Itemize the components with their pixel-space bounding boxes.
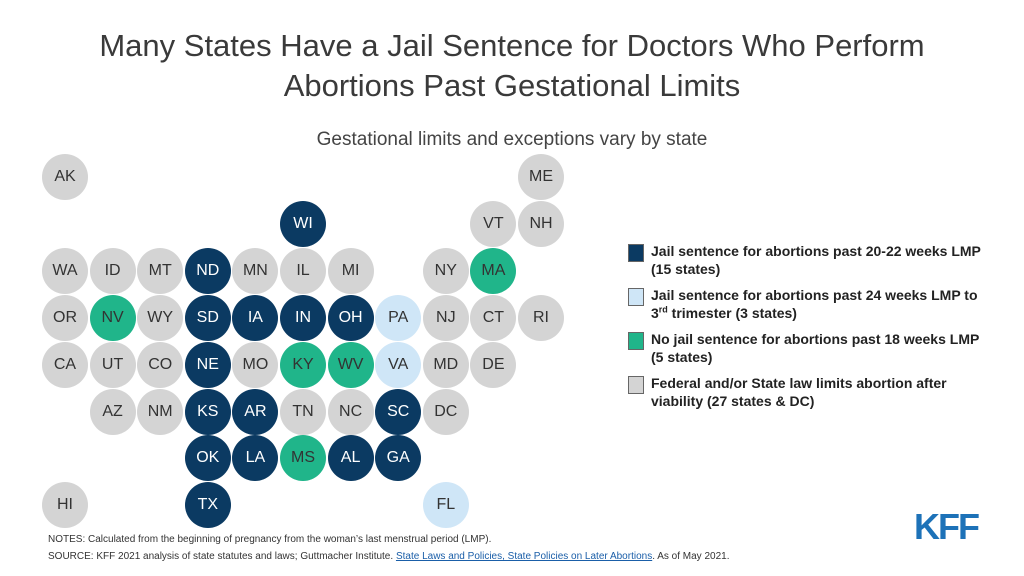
state-tn: TN <box>280 388 326 435</box>
state-ut: UT <box>89 341 136 388</box>
state-ga: GA <box>375 435 422 482</box>
state-id: ID <box>89 247 136 294</box>
legend-label-viability: Federal and/or State law limits abortion… <box>651 375 947 409</box>
state-ne: NE <box>184 341 231 388</box>
legend-item-no-jail-18: No jail sentence for abortions past 18 w… <box>628 330 988 366</box>
state-sd: SD <box>184 294 231 341</box>
state-ks: KS <box>184 388 231 435</box>
state-dc: DC <box>422 388 469 435</box>
source-suffix: . As of May 2021. <box>652 551 730 562</box>
legend-swatch-viability <box>628 376 644 394</box>
state-pa: PA <box>375 294 422 341</box>
state-nj: NJ <box>422 294 469 341</box>
state-vt: VT <box>470 200 517 247</box>
state-la: LA <box>232 435 279 482</box>
legend-label-jail-20-22: Jail sentence for abortions past 20-22 w… <box>651 243 981 277</box>
state-md: MD <box>422 341 469 388</box>
state-fl: FL <box>422 482 469 529</box>
source-line: SOURCE: KFF 2021 analysis of state statu… <box>48 548 878 565</box>
legend: Jail sentence for abortions past 20-22 w… <box>628 242 988 418</box>
legend-swatch-jail-20-22 <box>628 244 644 262</box>
state-nm: NM <box>137 388 184 435</box>
state-in: IN <box>280 294 326 341</box>
state-ny: NY <box>422 247 469 294</box>
title-line-1: Many States Have a Jail Sentence for Doc… <box>99 28 925 63</box>
state-tile-map: AK ME WI VT NH WA ID MT ND MN IL MI NY MA OR NV WY SD IA IN… <box>42 154 564 529</box>
state-va: VA <box>375 341 422 388</box>
state-ca: CA <box>42 341 88 388</box>
state-al: AL <box>327 435 374 482</box>
state-mt: MT <box>137 247 184 294</box>
state-ms: MS <box>280 435 326 482</box>
state-nc: NC <box>327 388 374 435</box>
source-prefix: SOURCE: KFF 2021 analysis of state statu… <box>48 551 396 562</box>
state-wi: WI <box>280 200 326 247</box>
kff-logo: KFF <box>914 506 980 547</box>
legend-swatch-jail-24 <box>628 288 644 306</box>
legend-label-jail-24: Jail sentence for abortions past 24 week… <box>651 287 978 321</box>
state-nv: NV <box>89 294 136 341</box>
legend-item-viability: Federal and/or State law limits abortion… <box>628 374 988 410</box>
state-sc: SC <box>375 388 422 435</box>
legend-swatch-no-jail-18 <box>628 332 644 350</box>
state-ct: CT <box>470 294 517 341</box>
chart-title: Many States Have a Jail Sentence for Doc… <box>0 26 1024 106</box>
state-wy: WY <box>137 294 184 341</box>
chart-subtitle: Gestational limits and exceptions vary b… <box>316 129 708 150</box>
legend-item-jail-20-22: Jail sentence for abortions past 20-22 w… <box>628 242 988 278</box>
state-wa: WA <box>42 247 88 294</box>
legend-label-no-jail-18: No jail sentence for abortions past 18 w… <box>651 331 980 365</box>
state-mo: MO <box>232 341 279 388</box>
state-tx: TX <box>184 482 231 529</box>
state-hi: HI <box>42 482 88 529</box>
state-ia: IA <box>232 294 279 341</box>
state-ok: OK <box>184 435 231 482</box>
state-mn: MN <box>232 247 279 294</box>
source-link[interactable]: State Laws and Policies, State Policies … <box>395 551 653 562</box>
state-ak: AK <box>42 154 88 200</box>
state-co: CO <box>137 341 184 388</box>
state-il: IL <box>280 247 326 294</box>
state-nd: ND <box>184 247 231 294</box>
state-de: DE <box>470 341 517 388</box>
state-ky: KY <box>280 341 326 388</box>
footnotes: NOTES: Calculated from the beginning of … <box>48 531 878 565</box>
state-or: OR <box>42 294 88 341</box>
state-az: AZ <box>89 388 136 435</box>
title-line-2: Abortions Past Gestational Limits <box>283 68 741 103</box>
state-oh: OH <box>327 294 374 341</box>
state-wv: WV <box>327 341 374 388</box>
state-nh: NH <box>518 200 564 247</box>
state-ma: MA <box>470 247 517 294</box>
legend-item-jail-24: Jail sentence for abortions past 24 week… <box>628 286 988 322</box>
notes-text: NOTES: Calculated from the beginning of … <box>48 534 492 545</box>
state-ri: RI <box>518 294 564 341</box>
state-me: ME <box>518 154 564 200</box>
state-ar: AR <box>232 388 279 435</box>
state-mi: MI <box>327 247 374 294</box>
